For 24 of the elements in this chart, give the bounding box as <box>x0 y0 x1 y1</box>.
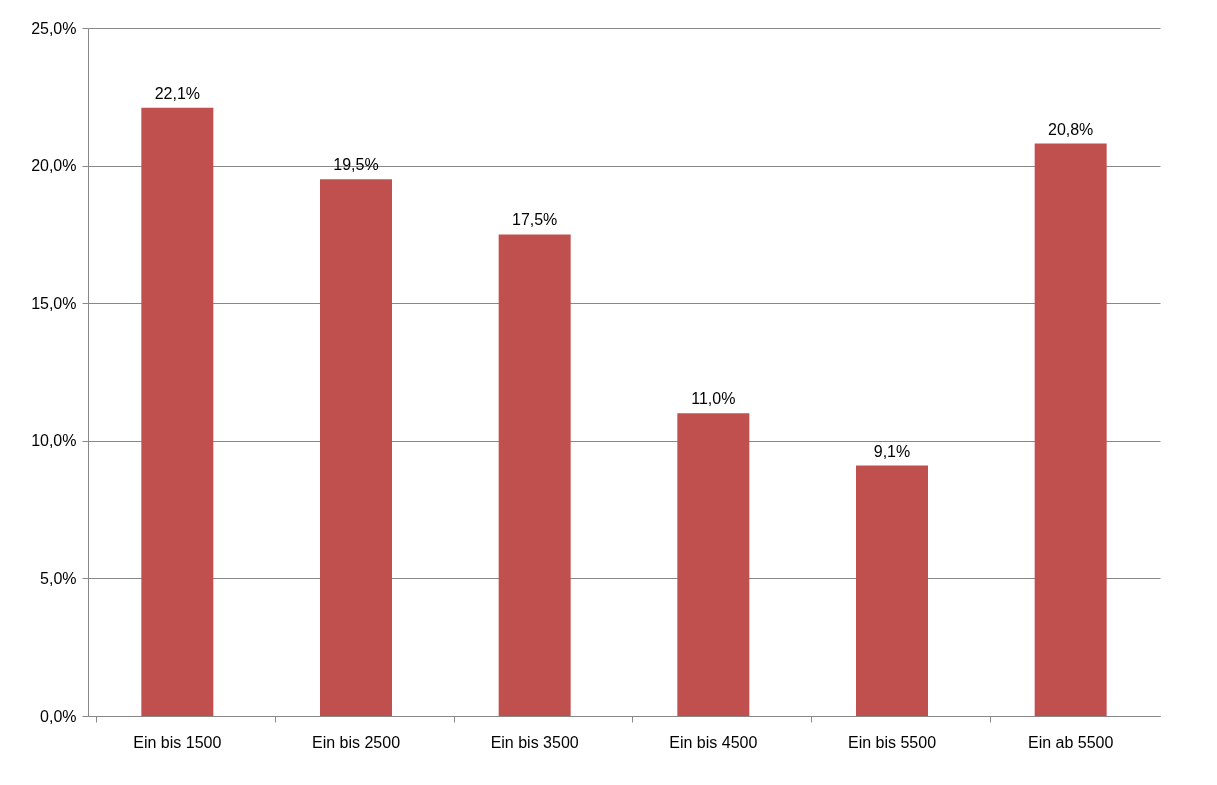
x-tick-label: Ein bis 2500 <box>311 733 401 751</box>
bar <box>141 107 214 716</box>
data-label: 9,1% <box>873 442 911 460</box>
y-tick-label: 10,0% <box>31 432 77 450</box>
bar <box>856 465 928 716</box>
data-label: 11,0% <box>691 390 736 408</box>
data-label: 20,8% <box>1047 120 1094 138</box>
bar <box>1034 143 1107 716</box>
x-tick-label: Ein bis 5500 <box>847 733 937 751</box>
y-tick-label: 20,0% <box>31 157 77 175</box>
y-tick-label: 15,0% <box>31 294 77 312</box>
x-tick-label: Ein bis 3500 <box>490 733 579 751</box>
y-tick-label: 0,0% <box>40 707 77 725</box>
y-tick-label: 5,0% <box>40 569 77 587</box>
x-tick-label: Ein bis 1500 <box>133 733 222 751</box>
x-tick-label: Ein bis 4500 <box>669 733 758 751</box>
y-tick-label: 25,0% <box>31 19 77 37</box>
data-label: 17,5% <box>511 211 558 229</box>
bar <box>498 234 571 716</box>
bar <box>677 413 750 716</box>
data-label: 19,5% <box>333 156 379 174</box>
bar <box>320 179 392 716</box>
data-label: 22,1% <box>154 84 201 102</box>
x-tick-label: Ein ab 5500 <box>1027 733 1114 751</box>
